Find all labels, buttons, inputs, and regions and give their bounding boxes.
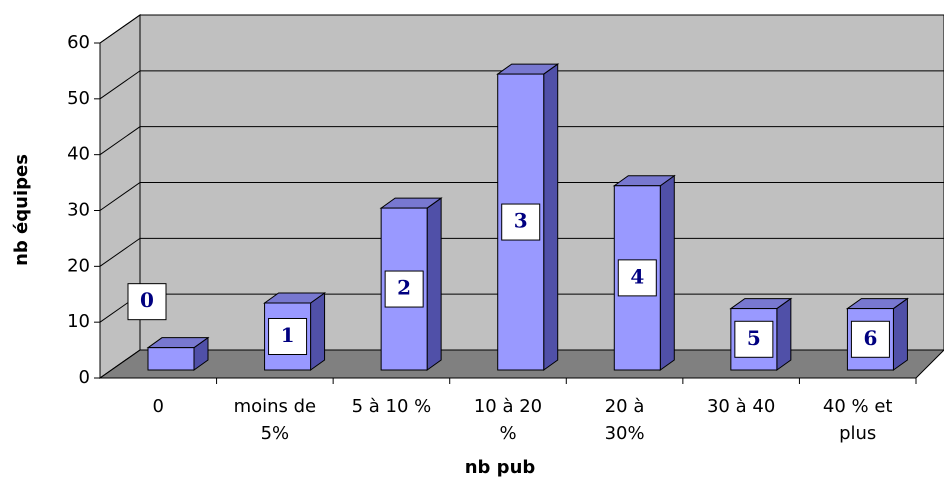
y-tick-label: 60 <box>67 32 90 53</box>
bar-label-box <box>127 283 167 321</box>
bar-label-box <box>268 318 308 355</box>
bar-label: 3 <box>514 209 528 233</box>
bar-label-box <box>617 259 657 297</box>
grid-line <box>99 237 944 267</box>
bar-label-box <box>850 320 890 358</box>
bar-label: 2 <box>397 276 411 300</box>
bar-label-box <box>734 320 774 358</box>
bar-side <box>659 174 675 371</box>
x-tick-label: 30% <box>605 423 645 444</box>
x-tick-label: moins de <box>234 396 317 417</box>
y-axis-title: nb équipes <box>11 154 32 266</box>
y-tick-label: 40 <box>67 144 90 165</box>
x-tick-label: 5% <box>261 423 290 444</box>
y-tick-label: 50 <box>67 88 90 109</box>
y-tick-label: 20 <box>67 255 90 276</box>
grid-line <box>99 70 944 100</box>
bar-label: 1 <box>281 323 295 347</box>
y-tick-label: 0 <box>79 367 90 388</box>
y-tick-label: 30 <box>67 200 90 221</box>
y-tick-label: 10 <box>67 311 90 332</box>
x-tick-label: 5 à 10 % <box>352 396 432 417</box>
x-axis-title: nb pub <box>465 457 536 478</box>
bar-label: 4 <box>630 264 644 288</box>
bar-side <box>543 63 559 371</box>
grid-line <box>99 126 944 156</box>
x-tick-label: 10 à 20 <box>474 396 542 417</box>
bar-side <box>776 297 792 371</box>
grid-line <box>99 349 944 379</box>
bar-side <box>892 297 908 371</box>
bar-label-box <box>384 270 424 308</box>
bar-side <box>426 197 442 371</box>
bar-label-box <box>501 203 541 241</box>
x-tick-label: 0 <box>153 396 164 417</box>
bar-label: 5 <box>747 326 761 350</box>
bar-label: 0 <box>140 288 154 312</box>
x-tick-label: plus <box>839 423 876 444</box>
bar <box>147 347 195 371</box>
grid-line <box>99 182 944 211</box>
x-tick-label: % <box>499 423 516 444</box>
x-tick-label: 20 à <box>605 396 645 417</box>
x-tick-label: 40 % et <box>823 396 893 417</box>
bar-label: 6 <box>863 326 877 350</box>
x-tick-label: 30 à 40 <box>707 396 775 417</box>
grid-line <box>99 14 944 44</box>
bar-side <box>310 292 326 371</box>
